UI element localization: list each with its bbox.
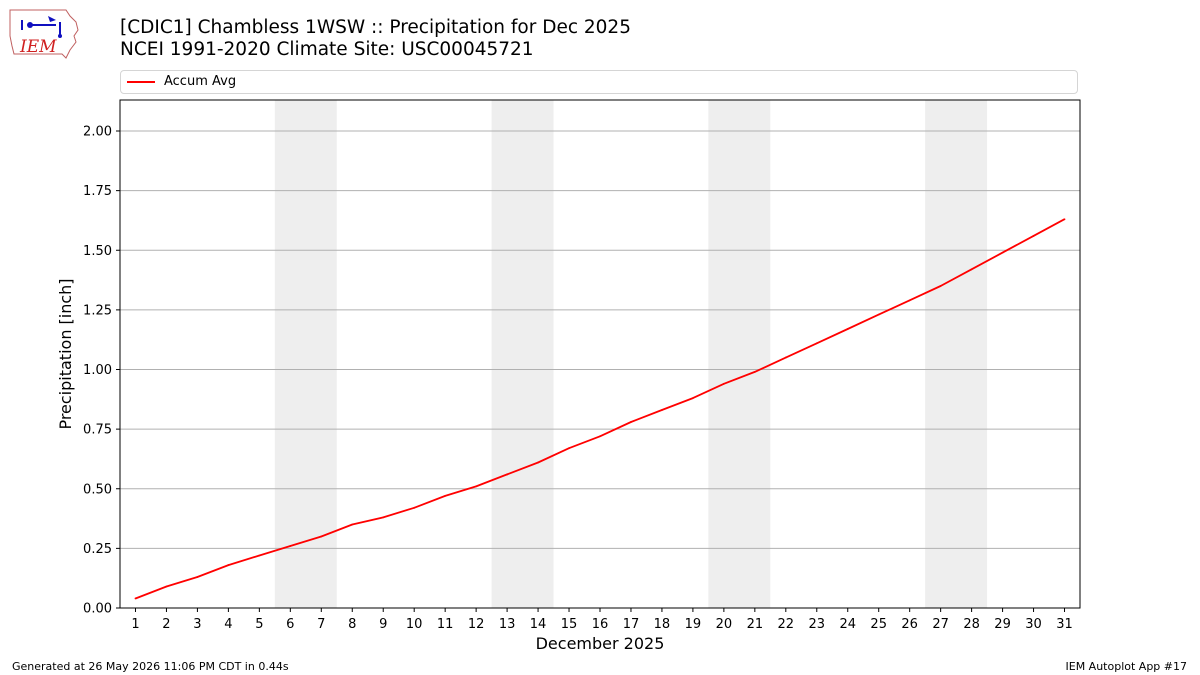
data-point bbox=[506, 473, 508, 476]
chart-subtitle: NCEI 1991-2020 Climate Site: USC00045721 bbox=[120, 39, 534, 60]
data-point bbox=[227, 564, 230, 566]
x-tick-label: 25 bbox=[870, 617, 887, 632]
data-point bbox=[537, 461, 539, 464]
data-point bbox=[661, 409, 663, 411]
logo-text: IEM bbox=[19, 37, 57, 57]
x-tick-label: 9 bbox=[379, 617, 387, 632]
x-tick-label: 8 bbox=[348, 617, 356, 632]
data-point bbox=[630, 421, 632, 423]
weekend-band-2 bbox=[491, 100, 554, 608]
legend: Accum Avg bbox=[120, 70, 1078, 94]
data-point bbox=[475, 485, 478, 488]
x-tick-label: 16 bbox=[592, 617, 609, 632]
data-point bbox=[568, 447, 570, 450]
y-tick-label: 1.75 bbox=[83, 184, 112, 199]
data-point bbox=[722, 382, 725, 385]
data-point bbox=[382, 516, 385, 519]
x-tick-label: 22 bbox=[778, 617, 795, 632]
legend-label-accum-avg: Accum Avg bbox=[164, 74, 237, 89]
data-point bbox=[258, 554, 261, 557]
data-point bbox=[599, 435, 601, 438]
y-tick-label: 0.00 bbox=[83, 602, 112, 617]
data-point bbox=[1001, 251, 1004, 254]
data-point bbox=[351, 523, 354, 526]
y-axis-label: Precipitation [inch] bbox=[56, 278, 75, 429]
y-tick-label: 0.25 bbox=[83, 542, 112, 557]
data-point bbox=[196, 576, 199, 578]
x-tick-label: 19 bbox=[685, 617, 702, 632]
x-tick-label: 30 bbox=[1025, 617, 1042, 632]
legend-swatch-accum-avg bbox=[127, 81, 155, 83]
x-tick-label: 1 bbox=[131, 617, 139, 632]
y-tick-label: 0.50 bbox=[83, 482, 112, 497]
x-tick-label: 18 bbox=[654, 617, 671, 632]
y-tick-label: 0.75 bbox=[83, 423, 112, 438]
data-point bbox=[877, 313, 880, 316]
data-point bbox=[939, 285, 942, 287]
data-point bbox=[320, 535, 323, 538]
generated-timestamp: Generated at 26 May 2026 11:06 PM CDT in… bbox=[12, 660, 289, 673]
x-tick-label: 21 bbox=[747, 617, 764, 632]
x-tick-label: 5 bbox=[255, 617, 263, 632]
data-point bbox=[444, 495, 447, 497]
y-tick-label: 1.50 bbox=[83, 244, 112, 259]
y-tick-label: 1.00 bbox=[83, 363, 112, 378]
x-tick-label: 24 bbox=[839, 617, 856, 632]
weekend-band-4 bbox=[925, 100, 988, 608]
x-tick-label: 14 bbox=[530, 617, 547, 632]
x-axis-label: December 2025 bbox=[536, 634, 665, 653]
weekend-band-1 bbox=[274, 100, 337, 608]
data-point bbox=[846, 328, 849, 330]
data-point bbox=[413, 506, 416, 509]
data-point bbox=[908, 299, 911, 302]
x-tick-label: 13 bbox=[499, 617, 516, 632]
data-point bbox=[1032, 235, 1035, 237]
x-tick-label: 23 bbox=[809, 617, 826, 632]
data-point bbox=[815, 342, 818, 345]
app-label: IEM Autoplot App #17 bbox=[1065, 660, 1188, 673]
x-tick-label: 11 bbox=[437, 617, 454, 632]
weekend-band-3 bbox=[708, 100, 771, 608]
x-tick-label: 15 bbox=[561, 617, 578, 632]
y-tick-label: 1.25 bbox=[83, 303, 112, 318]
plot-frame bbox=[119, 99, 1081, 609]
data-point bbox=[134, 597, 137, 600]
y-tick-label: 2.00 bbox=[83, 125, 112, 140]
x-tick-label: 3 bbox=[193, 617, 201, 632]
chart-title: [CDIC1] Chambless 1WSW :: Precipitation … bbox=[120, 17, 631, 38]
data-point bbox=[289, 545, 292, 547]
x-tick-label: 20 bbox=[716, 617, 733, 632]
x-tick-label: 12 bbox=[468, 617, 485, 632]
iem-logo: IEM bbox=[8, 6, 80, 60]
x-tick-label: 10 bbox=[406, 617, 423, 632]
x-tick-label: 27 bbox=[932, 617, 949, 632]
data-point bbox=[753, 370, 756, 373]
data-point bbox=[970, 268, 973, 271]
data-point bbox=[784, 356, 787, 359]
x-tick-label: 31 bbox=[1056, 617, 1073, 632]
x-tick-label: 28 bbox=[963, 617, 980, 632]
x-tick-label: 4 bbox=[224, 617, 232, 632]
x-tick-label: 26 bbox=[901, 617, 918, 632]
data-point bbox=[692, 397, 694, 400]
x-tick-label: 6 bbox=[286, 617, 294, 632]
x-tick-label: 17 bbox=[623, 617, 640, 632]
x-tick-label: 2 bbox=[162, 617, 170, 632]
data-point bbox=[165, 585, 168, 588]
x-tick-label: 29 bbox=[994, 617, 1011, 632]
data-point bbox=[1063, 218, 1066, 221]
x-tick-label: 7 bbox=[317, 617, 325, 632]
